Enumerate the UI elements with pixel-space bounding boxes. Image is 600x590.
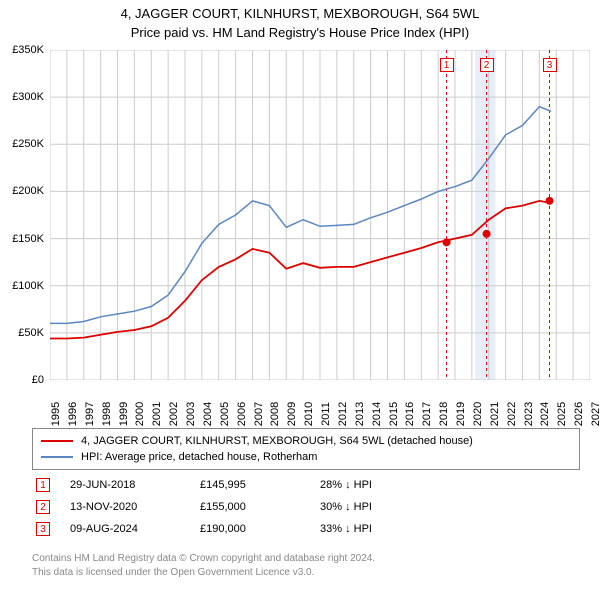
sale-marker-number: 1 [36,478,50,492]
x-tick-label: 1997 [84,402,96,426]
x-tick-label: 2006 [236,402,248,426]
legend-swatch [41,456,73,458]
x-tick-label: 2021 [489,402,501,426]
x-tick-label: 2018 [438,402,450,426]
chart-svg [50,50,590,380]
y-tick-label: £200K [12,185,44,197]
x-tick-label: 2007 [253,402,265,426]
x-tick-label: 2015 [388,402,400,426]
x-tick-label: 2008 [269,402,281,426]
x-tick-label: 2014 [371,402,383,426]
chart-sale-marker: 1 [440,58,454,72]
x-tick-label: 2022 [506,402,518,426]
x-tick-label: 2011 [320,402,332,426]
sale-diff: 30% ↓ HPI [320,501,440,513]
y-tick-label: £350K [12,44,44,56]
chart-sale-marker: 3 [543,58,557,72]
chart-sale-marker: 2 [480,58,494,72]
x-tick-label: 2027 [590,402,600,426]
y-tick-label: £0 [32,374,44,386]
sale-diff: 28% ↓ HPI [320,479,440,491]
sale-diff: 33% ↓ HPI [320,523,440,535]
x-tick-label: 1996 [67,402,79,426]
sale-row: 3 09-AUG-2024£190,00033% ↓ HPI [32,518,580,540]
y-tick-label: £300K [12,91,44,103]
y-tick-label: £150K [12,233,44,245]
footer: Contains HM Land Registry data © Crown c… [32,552,375,580]
x-tick-label: 2005 [219,402,231,426]
x-tick-label: 2001 [151,402,163,426]
x-tick-label: 2012 [337,402,349,426]
title-address: 4, JAGGER COURT, KILNHURST, MEXBOROUGH, … [0,6,600,21]
legend: 4, JAGGER COURT, KILNHURST, MEXBOROUGH, … [32,428,580,470]
chart-plot-area: 1 2 3 [50,50,590,380]
sale-row: 2 13-NOV-2020£155,00030% ↓ HPI [32,496,580,518]
title-subtitle: Price paid vs. HM Land Registry's House … [0,25,600,40]
x-tick-label: 2017 [421,402,433,426]
x-tick-label: 1995 [50,402,62,426]
legend-row: HPI: Average price, detached house, Roth… [41,449,571,465]
x-tick-label: 2024 [539,402,551,426]
footer-line2: This data is licensed under the Open Gov… [32,566,375,580]
sale-date: 13-NOV-2020 [70,501,200,513]
x-tick-label: 2019 [455,402,467,426]
y-axis: £0£50K£100K£150K£200K£250K£300K£350K [0,50,48,380]
x-tick-label: 2002 [168,402,180,426]
legend-label: 4, JAGGER COURT, KILNHURST, MEXBOROUGH, … [81,435,473,447]
sale-price: £145,995 [200,479,320,491]
sale-row: 1 29-JUN-2018£145,99528% ↓ HPI [32,474,580,496]
sales-table: 1 29-JUN-2018£145,99528% ↓ HPI 2 13-NOV-202… [32,474,580,540]
chart-container: 4, JAGGER COURT, KILNHURST, MEXBOROUGH, … [0,0,600,590]
sale-date: 09-AUG-2024 [70,523,200,535]
x-tick-label: 2023 [523,402,535,426]
sale-price: £190,000 [200,523,320,535]
x-axis: 1995 1996 1997 1998 1999 2000 2001 2002 2003 2004… [50,384,590,424]
x-tick-label: 2025 [556,402,568,426]
x-tick-label: 2026 [573,402,585,426]
x-tick-label: 2004 [202,402,214,426]
legend-label: HPI: Average price, detached house, Roth… [81,451,317,463]
x-tick-label: 2000 [134,402,146,426]
x-tick-label: 1999 [118,402,130,426]
x-tick-label: 1998 [101,402,113,426]
x-tick-label: 2020 [472,402,484,426]
sale-marker-number: 3 [36,522,50,536]
sale-date: 29-JUN-2018 [70,479,200,491]
x-tick-label: 2010 [303,402,315,426]
x-tick-label: 2016 [404,402,416,426]
y-tick-label: £50K [18,327,44,339]
legend-row: 4, JAGGER COURT, KILNHURST, MEXBOROUGH, … [41,433,571,449]
x-tick-label: 2003 [185,402,197,426]
footer-line1: Contains HM Land Registry data © Crown c… [32,552,375,566]
x-tick-label: 2013 [354,402,366,426]
x-tick-label: 2009 [286,402,298,426]
title-block: 4, JAGGER COURT, KILNHURST, MEXBOROUGH, … [0,0,600,42]
y-tick-label: £250K [12,138,44,150]
sale-marker-number: 2 [36,500,50,514]
legend-swatch [41,440,73,442]
y-tick-label: £100K [12,280,44,292]
sale-price: £155,000 [200,501,320,513]
